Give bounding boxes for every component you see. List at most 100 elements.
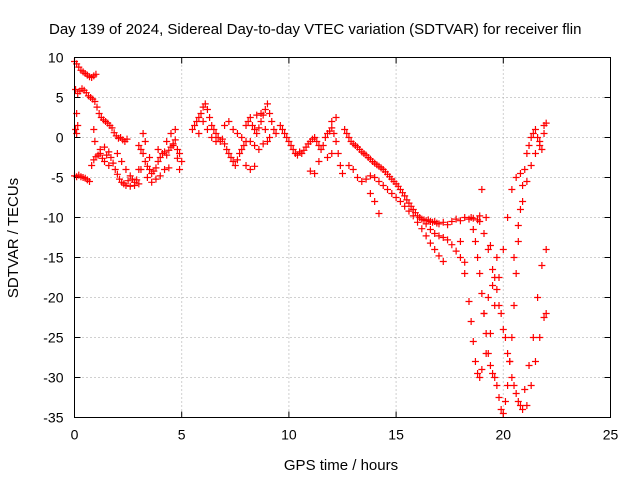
data-point-1-18 (109, 159, 117, 167)
data-point-0-22 (95, 110, 103, 117)
data-point-2-30 (137, 166, 145, 173)
data-point-0-11 (72, 86, 80, 93)
data-point-5-28 (336, 162, 344, 169)
data-point-9-22 (499, 326, 507, 333)
data-point-10-21 (493, 254, 501, 261)
data-point-10-7 (476, 374, 484, 381)
data-point-7-12 (396, 198, 404, 205)
data-point-3-24 (240, 142, 248, 149)
data-point-9-12 (527, 382, 535, 389)
data-point-5-27 (334, 150, 342, 157)
y-tick-labels: 10 5 0 -5 -10 -15 -20 -25 -30 -35 (43, 50, 63, 426)
data-point-2-36 (176, 166, 184, 173)
data-point-7-24 (426, 226, 434, 233)
data-point-2-2 (139, 150, 147, 157)
data-point-9-17 (478, 186, 486, 193)
data-point-1-20 (113, 170, 121, 178)
data-point-2-32 (154, 146, 162, 153)
data-point-7-31 (456, 254, 464, 261)
data-point-10-12 (495, 274, 503, 281)
data-point-10-0 (456, 238, 464, 245)
data-point-0-35 (123, 135, 131, 143)
data-point-10-27 (531, 150, 539, 157)
data-point-8-16 (501, 398, 509, 405)
data-point-7-8 (379, 182, 387, 189)
series-lower-arc (71, 143, 143, 190)
data-point-5-17 (313, 138, 321, 145)
series-evening-upper (341, 126, 484, 229)
y-tick-label-8: -30 (43, 370, 63, 386)
data-point-7-28 (444, 236, 452, 244)
data-point-10-8 (478, 366, 486, 373)
data-point-7-18 (422, 232, 430, 240)
data-point-4-17 (261, 126, 269, 133)
data-point-5-26 (332, 138, 340, 145)
data-point-1-16 (105, 148, 113, 156)
data-point-1-36 (122, 166, 130, 173)
data-point-9-9 (514, 398, 522, 405)
data-point-3-38 (251, 162, 259, 170)
data-point-0-40 (72, 126, 80, 133)
data-point-9-6 (501, 334, 509, 341)
data-point-7-22 (439, 258, 447, 265)
data-point-1-35 (118, 158, 126, 165)
data-point-4-14 (272, 130, 280, 137)
x-tick-label-5: 25 (603, 427, 619, 443)
data-point-9-31 (538, 262, 546, 269)
data-point-1-25 (124, 177, 132, 185)
data-point-3-31 (221, 122, 229, 129)
data-point-10-15 (508, 186, 516, 193)
data-point-4-19 (246, 138, 254, 145)
data-point-9-26 (516, 402, 524, 409)
data-point-3-8 (206, 114, 214, 121)
data-point-10-6 (474, 370, 482, 377)
data-point-8-22 (514, 238, 522, 245)
data-point-1-37 (126, 182, 134, 190)
data-point-7-26 (435, 232, 443, 240)
data-point-8-31 (534, 134, 542, 141)
data-point-3-34 (233, 130, 241, 137)
data-point-7-30 (452, 247, 460, 255)
x-tick-label-2: 10 (281, 427, 297, 443)
data-point-7-7 (375, 178, 383, 185)
data-point-3-1 (191, 122, 199, 129)
data-point-10-13 (499, 246, 507, 253)
data-point-9-25 (512, 390, 520, 397)
data-point-2-10 (156, 154, 164, 161)
data-point-1-32 (101, 143, 109, 151)
x-tick-label-0: 0 (71, 427, 79, 443)
data-point-3-30 (212, 138, 220, 145)
data-point-5-1 (278, 126, 286, 133)
data-point-8-20 (510, 302, 518, 309)
data-point-2-22 (143, 174, 151, 181)
data-point-10-18 (480, 310, 488, 317)
data-point-4-3 (248, 122, 256, 129)
data-point-10-22 (510, 254, 518, 261)
data-point-3-32 (225, 118, 233, 125)
data-point-2-27 (165, 164, 173, 172)
data-point-1-7 (86, 178, 94, 185)
data-point-2-24 (152, 175, 160, 183)
data-point-2-31 (146, 154, 154, 161)
data-point-7-23 (422, 220, 430, 228)
data-point-4-22 (259, 140, 267, 148)
data-point-2-0 (135, 142, 143, 149)
series-mid-arc (135, 126, 186, 186)
data-point-9-5 (497, 310, 505, 317)
data-point-1-24 (122, 182, 130, 189)
data-point-2-8 (152, 164, 160, 172)
data-point-7-2 (354, 174, 362, 181)
data-point-8-9 (486, 362, 494, 369)
data-point-5-32 (315, 158, 323, 165)
data-point-4-7 (257, 118, 265, 125)
data-point-8-1 (469, 226, 477, 233)
chart-title: Day 139 of 2024, Sidereal Day-to-day VTE… (49, 21, 581, 38)
data-point-7-1 (349, 166, 357, 173)
data-point-9-4 (493, 286, 501, 293)
data-point-7-10 (388, 190, 396, 197)
data-point-7-27 (439, 234, 447, 241)
data-point-9-3 (489, 266, 497, 273)
data-point-2-19 (176, 150, 184, 157)
y-tick-label-4: -10 (43, 210, 63, 226)
